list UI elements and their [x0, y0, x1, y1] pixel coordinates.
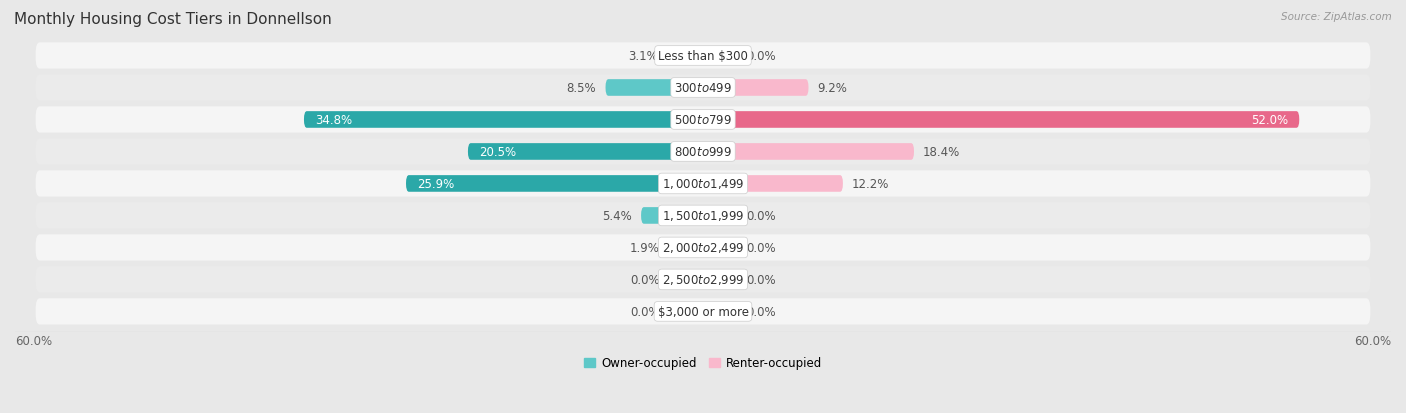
Text: $1,000 to $1,499: $1,000 to $1,499 — [662, 177, 744, 191]
FancyBboxPatch shape — [703, 48, 737, 65]
FancyBboxPatch shape — [669, 240, 703, 256]
Text: 0.0%: 0.0% — [747, 241, 776, 254]
Text: 1.9%: 1.9% — [630, 241, 659, 254]
FancyBboxPatch shape — [35, 75, 1371, 101]
Text: $800 to $999: $800 to $999 — [673, 146, 733, 159]
FancyBboxPatch shape — [304, 112, 703, 128]
Text: $300 to $499: $300 to $499 — [673, 82, 733, 95]
FancyBboxPatch shape — [703, 271, 737, 288]
FancyBboxPatch shape — [703, 80, 808, 97]
Text: 12.2%: 12.2% — [852, 178, 890, 190]
FancyBboxPatch shape — [35, 203, 1371, 229]
Text: 18.4%: 18.4% — [924, 146, 960, 159]
FancyBboxPatch shape — [35, 107, 1371, 133]
Text: 0.0%: 0.0% — [747, 273, 776, 286]
Text: 3.1%: 3.1% — [628, 50, 658, 63]
FancyBboxPatch shape — [703, 208, 737, 224]
Text: Source: ZipAtlas.com: Source: ZipAtlas.com — [1281, 12, 1392, 22]
Text: 25.9%: 25.9% — [418, 178, 454, 190]
FancyBboxPatch shape — [35, 235, 1371, 261]
Text: Monthly Housing Cost Tiers in Donnellson: Monthly Housing Cost Tiers in Donnellson — [14, 12, 332, 27]
Text: $500 to $799: $500 to $799 — [673, 114, 733, 127]
Text: $1,500 to $1,999: $1,500 to $1,999 — [662, 209, 744, 223]
Text: $3,000 or more: $3,000 or more — [658, 305, 748, 318]
FancyBboxPatch shape — [669, 271, 703, 288]
FancyBboxPatch shape — [641, 208, 703, 224]
FancyBboxPatch shape — [35, 139, 1371, 165]
FancyBboxPatch shape — [35, 43, 1371, 69]
FancyBboxPatch shape — [703, 112, 1299, 128]
FancyBboxPatch shape — [668, 48, 703, 65]
FancyBboxPatch shape — [35, 267, 1371, 293]
Text: 0.0%: 0.0% — [747, 50, 776, 63]
FancyBboxPatch shape — [703, 240, 737, 256]
FancyBboxPatch shape — [35, 171, 1371, 197]
Text: 34.8%: 34.8% — [315, 114, 353, 127]
Text: 0.0%: 0.0% — [747, 209, 776, 222]
Text: $2,000 to $2,499: $2,000 to $2,499 — [662, 241, 744, 255]
Text: 0.0%: 0.0% — [630, 305, 659, 318]
FancyBboxPatch shape — [669, 304, 703, 320]
Text: 60.0%: 60.0% — [15, 334, 52, 347]
FancyBboxPatch shape — [35, 299, 1371, 325]
FancyBboxPatch shape — [703, 176, 842, 192]
Text: 0.0%: 0.0% — [747, 305, 776, 318]
FancyBboxPatch shape — [703, 144, 914, 160]
Text: Less than $300: Less than $300 — [658, 50, 748, 63]
Text: 52.0%: 52.0% — [1251, 114, 1288, 127]
FancyBboxPatch shape — [703, 304, 737, 320]
FancyBboxPatch shape — [606, 80, 703, 97]
Text: 60.0%: 60.0% — [1354, 334, 1391, 347]
Text: 0.0%: 0.0% — [630, 273, 659, 286]
FancyBboxPatch shape — [468, 144, 703, 160]
Legend: Owner-occupied, Renter-occupied: Owner-occupied, Renter-occupied — [579, 351, 827, 374]
Text: 9.2%: 9.2% — [818, 82, 848, 95]
Text: $2,500 to $2,999: $2,500 to $2,999 — [662, 273, 744, 287]
FancyBboxPatch shape — [406, 176, 703, 192]
Text: 20.5%: 20.5% — [479, 146, 516, 159]
Text: 8.5%: 8.5% — [567, 82, 596, 95]
Text: 5.4%: 5.4% — [602, 209, 631, 222]
